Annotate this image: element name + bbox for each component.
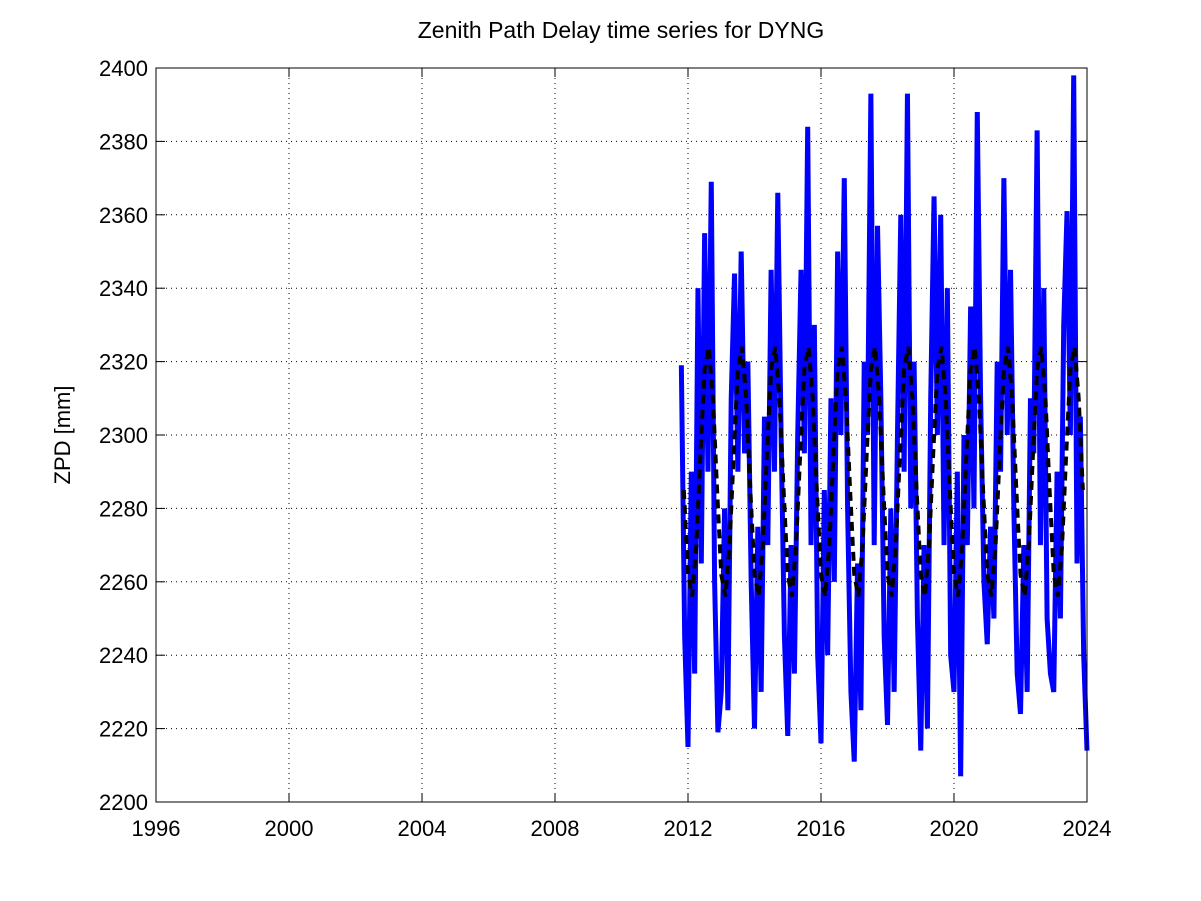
y-tick-label: 2200 (99, 790, 148, 815)
y-tick-label: 2360 (99, 203, 148, 228)
x-tick-label: 2004 (398, 816, 447, 841)
fit-line (681, 346, 1085, 597)
y-tick-label: 2340 (99, 276, 148, 301)
y-tick-label: 2300 (99, 423, 148, 448)
y-tick-label: 2400 (99, 56, 148, 81)
x-tick-label: 2000 (265, 816, 314, 841)
y-tick-label: 2280 (99, 496, 148, 521)
y-tick-label: 2220 (99, 717, 148, 742)
chart-title: Zenith Path Delay time series for DYNG (418, 17, 824, 43)
y-tick-label: 2240 (99, 643, 148, 668)
y-tick-label: 2380 (99, 129, 148, 154)
y-tick-label: 2320 (99, 350, 148, 375)
x-tick-label: 2012 (664, 816, 713, 841)
x-tick-label: 2016 (797, 816, 846, 841)
y-axis-label: ZPD [mm] (50, 386, 75, 485)
plot-frame (155, 67, 1088, 803)
x-tick-label: 1996 (132, 816, 181, 841)
x-tick-label: 2020 (930, 816, 979, 841)
y-tick-label: 2260 (99, 570, 148, 595)
x-tick-label: 2024 (1063, 816, 1112, 841)
x-tick-label: 2008 (531, 816, 580, 841)
